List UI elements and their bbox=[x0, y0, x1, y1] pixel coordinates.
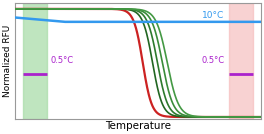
Text: 0.5°C: 0.5°C bbox=[202, 56, 225, 65]
Text: 10°C: 10°C bbox=[201, 11, 224, 20]
Bar bbox=[229, 3, 253, 119]
Text: 0.5°C: 0.5°C bbox=[51, 56, 74, 65]
X-axis label: Temperature: Temperature bbox=[105, 120, 171, 131]
Y-axis label: Normalized RFU: Normalized RFU bbox=[3, 25, 12, 97]
Bar bbox=[23, 3, 47, 119]
